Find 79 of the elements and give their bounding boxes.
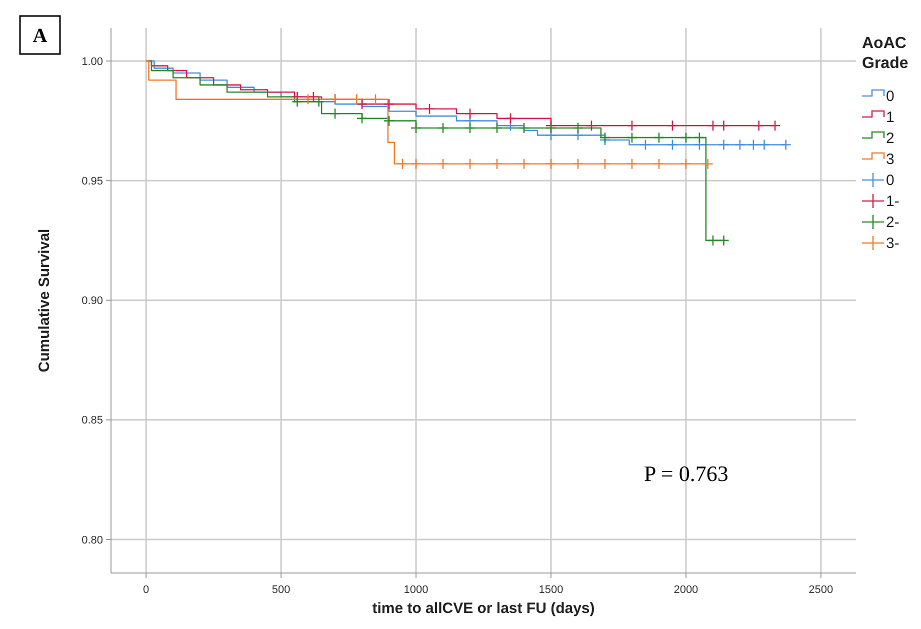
- point: [329, 108, 341, 120]
- point: [769, 120, 781, 132]
- point: [572, 122, 584, 134]
- legend-label: 0: [886, 88, 894, 105]
- point: [308, 91, 320, 103]
- point: [599, 132, 611, 144]
- point: [437, 122, 449, 134]
- point: [464, 108, 476, 120]
- legend-label: 3: [886, 151, 894, 168]
- point: [491, 158, 503, 170]
- point: [694, 132, 706, 144]
- point: [396, 158, 408, 170]
- point: [464, 158, 476, 170]
- x-axis-title: time to allCVE or last FU (days): [372, 600, 595, 617]
- point: [666, 120, 678, 132]
- point: [680, 158, 692, 170]
- point: [734, 139, 746, 150]
- x-tick-label: 1000: [404, 584, 428, 596]
- point: [437, 158, 449, 170]
- point: [545, 158, 557, 170]
- point: [640, 139, 652, 150]
- y-tick-label: 0.90: [82, 295, 103, 308]
- point: [718, 139, 730, 150]
- point: [491, 122, 503, 134]
- point: [702, 158, 714, 170]
- legend-label: 1-: [886, 193, 900, 210]
- point: [356, 98, 368, 110]
- point: [753, 120, 764, 132]
- point: [748, 139, 760, 150]
- x-tick-label: 2000: [674, 584, 698, 596]
- point: [707, 234, 719, 246]
- text: A: [32, 25, 48, 47]
- point: [680, 132, 692, 144]
- y-tick-label: 1.00: [82, 56, 103, 68]
- point: [410, 122, 422, 134]
- point: [626, 132, 638, 144]
- point: [370, 94, 382, 105]
- point: [718, 234, 730, 246]
- x-tick-label: 500: [272, 584, 290, 596]
- point: [780, 139, 792, 150]
- point: [292, 96, 303, 108]
- point: [718, 120, 730, 132]
- legend-label: 1: [886, 109, 894, 126]
- point: [356, 112, 368, 124]
- legend-label: 2: [886, 130, 894, 147]
- y-tick-label: 0.80: [82, 534, 103, 546]
- point: [302, 94, 314, 105]
- x-tick-label: 1500: [538, 584, 564, 596]
- annotation: P = 0.763: [644, 461, 728, 486]
- point: [626, 158, 638, 170]
- point: [383, 115, 395, 126]
- y-tick-label: 0.85: [82, 414, 103, 427]
- legend-label: 3-: [886, 235, 900, 252]
- point: [586, 120, 598, 132]
- point: [350, 94, 362, 105]
- point: [424, 103, 436, 115]
- point: [599, 158, 611, 170]
- point: [707, 120, 719, 132]
- point: [504, 112, 516, 124]
- point: [545, 122, 557, 134]
- x-tick-label: 2500: [808, 584, 834, 596]
- point: [518, 158, 530, 170]
- point: [666, 139, 678, 150]
- point: [653, 158, 665, 170]
- point: [383, 98, 395, 110]
- point: [410, 158, 422, 170]
- point: [626, 120, 638, 132]
- point: [653, 132, 665, 144]
- y-tick-label: 0.95: [82, 175, 103, 188]
- point: [313, 96, 324, 108]
- point: [518, 122, 530, 134]
- x-tick-label: 0: [143, 584, 150, 596]
- legend-title: AoAC Grade: [862, 35, 908, 72]
- y-axis-title: Cumulative Survival: [36, 228, 53, 372]
- point: [758, 139, 770, 150]
- legend-label: 0: [886, 172, 894, 189]
- legend-label: 2-: [886, 214, 900, 231]
- point: [572, 158, 584, 170]
- point: [464, 122, 476, 134]
